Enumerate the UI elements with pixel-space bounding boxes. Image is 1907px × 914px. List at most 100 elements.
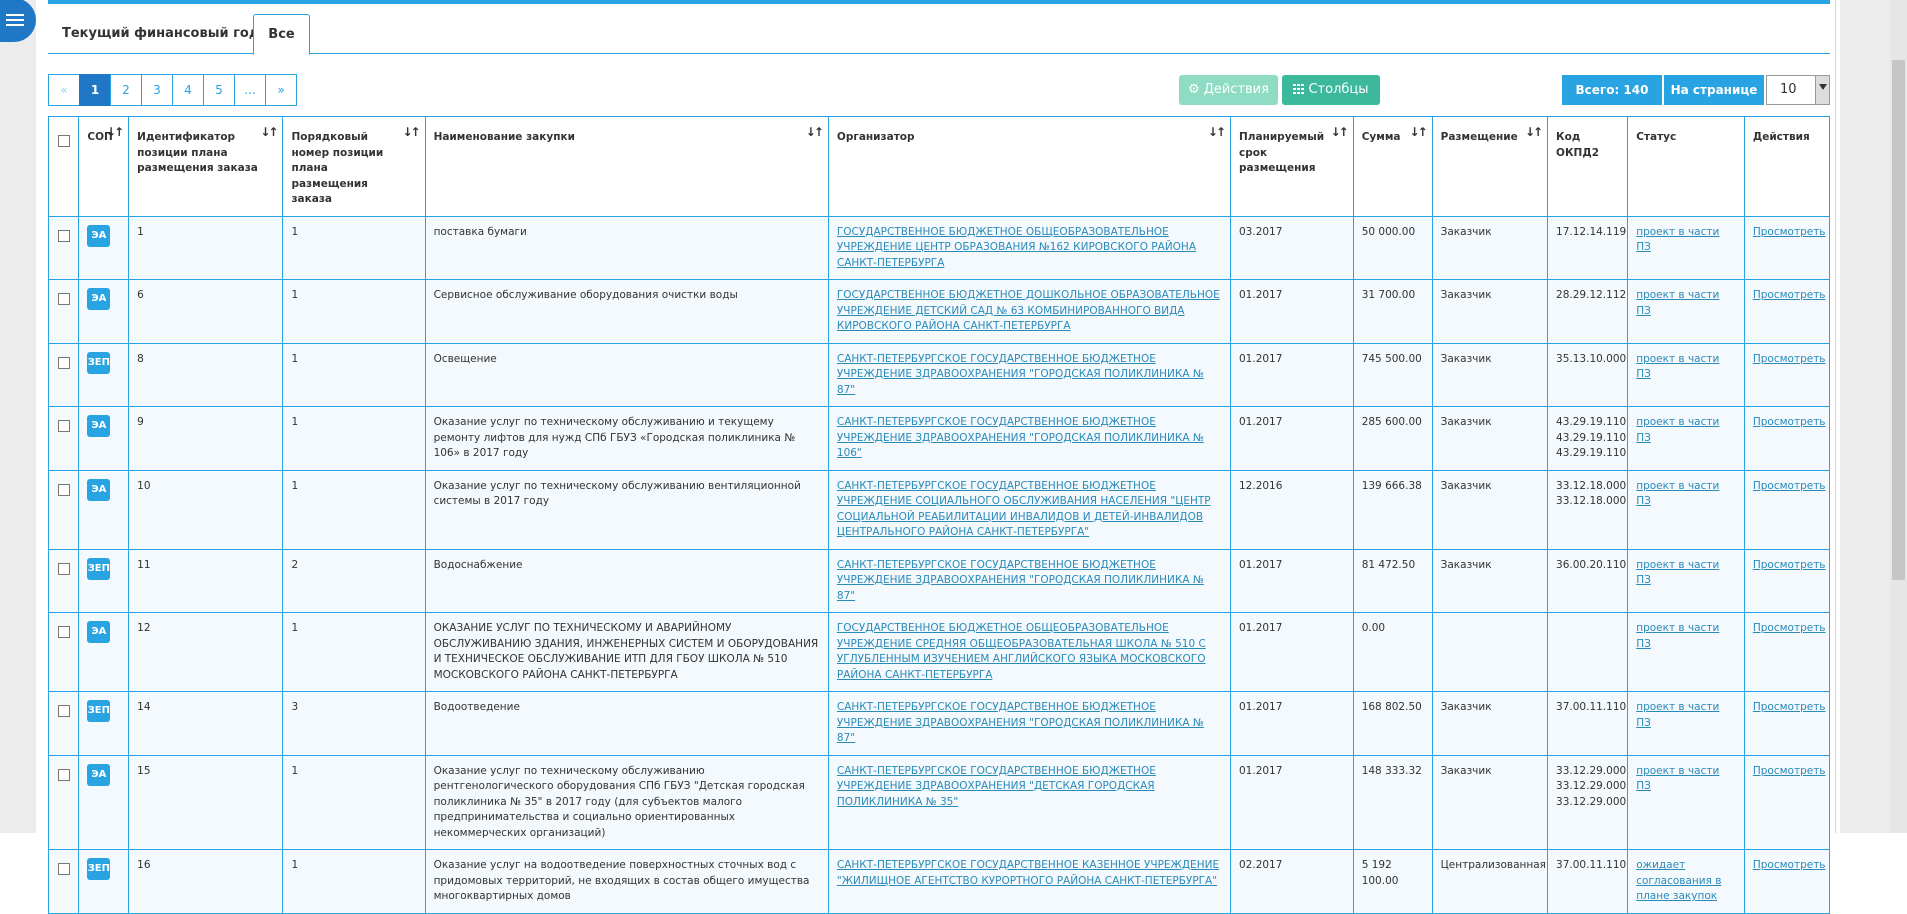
row-checkbox[interactable] bbox=[57, 863, 70, 875]
view-link[interactable]: Просмотреть bbox=[1752, 352, 1826, 365]
actions-button-label: Действия bbox=[1203, 82, 1269, 97]
organizer-link[interactable]: САНКТ-ПЕТЕРБУРГСКОЕ ГОСУДАРСТВЕННОЕ БЮДЖ… bbox=[836, 558, 1204, 602]
header-id[interactable]: Идентификатор позиции плана размещения з… bbox=[128, 116, 284, 217]
row-checkbox[interactable] bbox=[57, 626, 70, 638]
row-checkbox[interactable] bbox=[57, 562, 70, 575]
view-link[interactable]: Просмотреть bbox=[1752, 558, 1826, 571]
sort-arrows-icon[interactable]: ↓↑ bbox=[1524, 125, 1543, 139]
row-select-cell bbox=[47, 849, 80, 914]
row-checkbox[interactable] bbox=[57, 705, 70, 717]
organizer-link[interactable]: САНКТ-ПЕТЕРБУРГСКОЕ ГОСУДАРСТВЕННОЕ БЮДЖ… bbox=[836, 352, 1204, 396]
row-checkbox[interactable] bbox=[57, 229, 70, 242]
sort-arrows-icon[interactable]: ↓↑ bbox=[1207, 125, 1226, 139]
row-checkbox[interactable] bbox=[57, 293, 70, 305]
sum-cell: 745 500.00 bbox=[1352, 342, 1433, 407]
row-checkbox[interactable] bbox=[57, 420, 70, 432]
status-link[interactable]: проект в части ПЗ bbox=[1636, 225, 1720, 254]
organizer-link[interactable]: САНКТ-ПЕТЕРБУРГСКОЕ ГОСУДАРСТВЕННОЕ БЮДЖ… bbox=[836, 416, 1204, 459]
organizer-link[interactable]: САНКТ-ПЕТЕРБУРГСКОЕ ГОСУДАРСТВЕННОЕ БЮДЖ… bbox=[836, 479, 1211, 539]
sop-badge: ЗЕП bbox=[87, 557, 111, 580]
organizer-link[interactable]: ГОСУДАРСТВЕННОЕ БЮДЖЕТНОЕ ОБЩЕОБРАЗОВАТЕ… bbox=[836, 622, 1206, 681]
organizer-link[interactable]: ГОСУДАРСТВЕННОЕ БЮДЖЕТНОЕ ОБЩЕОБРАЗОВАТЕ… bbox=[836, 225, 1197, 269]
select-all-checkbox[interactable] bbox=[57, 135, 70, 147]
status-link[interactable]: проект в части ПЗ bbox=[1636, 352, 1720, 381]
header-name[interactable]: Наименование закупки ↓↑ bbox=[424, 116, 829, 217]
view-link[interactable]: Просмотреть bbox=[1752, 859, 1826, 871]
organizer-link[interactable]: САНКТ-ПЕТЕРБУРГСКОЕ ГОСУДАРСТВЕННОЕ БЮДЖ… bbox=[836, 764, 1156, 808]
view-link[interactable]: Просмотреть bbox=[1752, 701, 1826, 713]
pagination-page[interactable]: 4 bbox=[172, 74, 204, 106]
organizer-cell: САНКТ-ПЕТЕРБУРГСКОЕ ГОСУДАРСТВЕННОЕ БЮДЖ… bbox=[827, 469, 1232, 550]
view-link[interactable]: Просмотреть bbox=[1752, 225, 1826, 238]
view-link[interactable]: Просмотреть bbox=[1752, 289, 1826, 301]
tab-all[interactable]: Все bbox=[253, 14, 310, 55]
header-term[interactable]: Планируемый срок размещения ↓↑ bbox=[1230, 116, 1354, 217]
status-link[interactable]: ожидает согласования в плане закупок bbox=[1636, 859, 1722, 902]
menu-toggle-button[interactable] bbox=[0, 0, 36, 42]
pagination-prev[interactable]: « bbox=[48, 74, 80, 106]
status-cell: проект в части ПЗ bbox=[1627, 548, 1745, 613]
columns-button[interactable]: Столбцы bbox=[1282, 75, 1380, 105]
header-sum[interactable]: Сумма ↓↑ bbox=[1352, 116, 1433, 217]
sort-arrows-icon[interactable]: ↓↑ bbox=[805, 125, 824, 139]
chevron-down-icon[interactable] bbox=[1815, 76, 1829, 104]
actions-cell: Просмотреть bbox=[1743, 342, 1831, 407]
pagination-ellipsis[interactable]: ... bbox=[234, 74, 266, 106]
seq-cell: 1 bbox=[282, 612, 426, 692]
sop-cell: ЗЕП bbox=[78, 548, 130, 613]
status-link[interactable]: проект в части ПЗ bbox=[1636, 416, 1720, 444]
row-checkbox[interactable] bbox=[57, 483, 70, 496]
organizer-link[interactable]: САНКТ-ПЕТЕРБУРГСКОЕ ГОСУДАРСТВЕННОЕ БЮДЖ… bbox=[836, 701, 1204, 744]
vertical-scrollbar[interactable] bbox=[1890, 0, 1907, 833]
table-row: ЗЕП 16 1 Оказание услуг на водоотведение по… bbox=[47, 849, 1831, 914]
per-page-select[interactable]: 10 bbox=[1766, 75, 1830, 105]
status-link[interactable]: проект в части ПЗ bbox=[1636, 558, 1720, 587]
pagination-page[interactable]: 5 bbox=[203, 74, 235, 106]
right-divider bbox=[1835, 0, 1836, 833]
header-placement[interactable]: Размещение ↓↑ bbox=[1431, 116, 1549, 217]
organizer-cell: ГОСУДАРСТВЕННОЕ БЮДЖЕТНОЕ ДОШКОЛЬНОЕ ОБР… bbox=[827, 279, 1232, 344]
pagination-page[interactable]: 1 bbox=[79, 74, 111, 106]
okpd-cell: 35.13.10.000 bbox=[1547, 342, 1629, 407]
status-link[interactable]: проект в части ПЗ bbox=[1636, 289, 1720, 317]
row-checkbox[interactable] bbox=[57, 356, 70, 369]
actions-button[interactable]: ⚙ Действия bbox=[1179, 75, 1278, 105]
sort-arrows-icon[interactable]: ↓↑ bbox=[402, 125, 420, 139]
pagination-page[interactable]: 2 bbox=[110, 74, 142, 106]
organizer-link[interactable]: ГОСУДАРСТВЕННОЕ БЮДЖЕТНОЕ ДОШКОЛЬНОЕ ОБР… bbox=[836, 289, 1220, 332]
sort-arrows-icon[interactable]: ↓↑ bbox=[260, 125, 278, 139]
row-checkbox[interactable] bbox=[57, 768, 70, 781]
header-organizer[interactable]: Организатор ↓↑ bbox=[827, 116, 1232, 217]
pagination-page[interactable]: 3 bbox=[141, 74, 173, 106]
tab-current-fiscal-year[interactable]: Текущий финансовый год bbox=[62, 26, 260, 41]
view-link[interactable]: Просмотреть bbox=[1752, 622, 1826, 634]
row-select-cell bbox=[47, 691, 80, 756]
name-cell: Водоотведение bbox=[424, 691, 829, 756]
sop-badge: ЭА bbox=[87, 288, 111, 310]
sop-cell: ЭА bbox=[78, 215, 130, 280]
placement-cell: Заказчик bbox=[1431, 754, 1549, 850]
view-link[interactable]: Просмотреть bbox=[1752, 416, 1826, 428]
organizer-link[interactable]: САНКТ-ПЕТЕРБУРГСКОЕ ГОСУДАРСТВЕННОЕ КАЗЕ… bbox=[836, 859, 1220, 887]
pagination-next[interactable]: » bbox=[265, 74, 297, 106]
sop-cell: ЭА bbox=[78, 406, 130, 471]
view-link[interactable]: Просмотреть bbox=[1752, 479, 1826, 492]
status-cell: проект в части ПЗ bbox=[1627, 691, 1745, 756]
id-cell: 6 bbox=[128, 279, 284, 344]
status-link[interactable]: проект в части ПЗ bbox=[1636, 479, 1720, 508]
sort-arrows-icon[interactable]: ↓↑ bbox=[106, 125, 124, 139]
status-cell: проект в части ПЗ bbox=[1627, 754, 1745, 850]
view-link[interactable]: Просмотреть bbox=[1752, 764, 1826, 777]
scrollbar-thumb[interactable] bbox=[1892, 60, 1905, 580]
header-seq[interactable]: Порядковый номер позиции плана размещени… bbox=[282, 116, 426, 217]
status-link[interactable]: проект в части ПЗ bbox=[1636, 764, 1720, 793]
sort-arrows-icon[interactable]: ↓↑ bbox=[1330, 125, 1349, 139]
actions-cell: Просмотреть bbox=[1743, 279, 1831, 344]
status-link[interactable]: проект в части ПЗ bbox=[1636, 622, 1720, 650]
status-link[interactable]: проект в части ПЗ bbox=[1636, 701, 1720, 729]
placement-cell: Централизованная bbox=[1431, 849, 1549, 914]
term-cell: 01.2017 bbox=[1230, 612, 1354, 692]
header-sop[interactable]: СОП ↓↑ bbox=[78, 116, 130, 217]
sum-cell: 50 000.00 bbox=[1352, 215, 1433, 280]
sort-arrows-icon[interactable]: ↓↑ bbox=[1409, 125, 1428, 139]
